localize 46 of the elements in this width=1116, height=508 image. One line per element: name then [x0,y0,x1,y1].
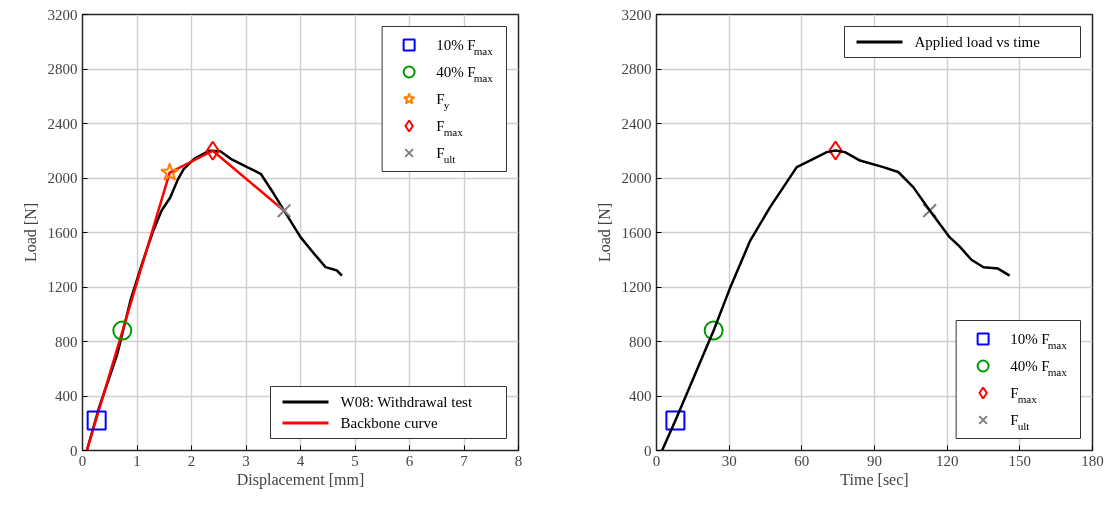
x-tick-label: 180 [1081,452,1104,469]
y-tick-label: 2400 [621,115,652,132]
y-tick-label: 400 [55,388,78,404]
point [665,410,686,431]
y-tick-label: 1200 [47,279,78,295]
point [160,162,180,181]
y-tick-label: 2800 [621,61,652,77]
point [276,203,292,219]
x-tick-label: 6 [405,452,414,469]
y-tick-label: 1200 [621,279,652,295]
x-tick-label: 2 [187,452,196,469]
x-tick-label: 1 [133,452,141,469]
x-tick-label: 4 [296,452,305,469]
y-tick-label: 2000 [621,170,652,186]
x-tick-label: 3 [242,452,250,469]
point [205,140,220,161]
point [112,320,133,341]
y-tick-label: 3200 [47,6,78,23]
y-axis-title: Load [N] [595,202,613,263]
x-axis-title: Time [sec] [840,470,909,488]
x-tick-label: 60 [794,452,810,469]
x-tick-label: 7 [460,452,469,469]
y-tick-label: 800 [55,333,78,350]
x-tick-label: 30 [721,452,737,469]
legend-label: W08: Withdrawal test [340,394,473,410]
y-tick-label: 2400 [47,115,78,132]
x-axis-title: Displacement [mm] [236,470,365,489]
x-tick-label: 120 [935,452,959,469]
y-axis-title: Load [N] [21,202,39,263]
x-tick-label: 5 [351,452,359,469]
point [703,320,724,341]
y-tick-label: 2800 [47,61,78,77]
y-tick-label: 2000 [47,170,78,186]
x-tick-label: 150 [1008,452,1032,469]
y-tick-label: 400 [629,388,652,404]
point [828,140,843,161]
legend-label: Applied load vs time [914,34,1041,50]
x-tick-label: 90 [867,452,882,469]
x-tick-label: 8 [514,452,523,469]
point [86,410,107,431]
y-tick-label: 1600 [47,224,78,241]
point [922,203,938,218]
y-tick-label: 3200 [621,6,652,23]
legend-label: Backbone curve [340,415,438,431]
y-tick-label: 1600 [621,224,652,241]
y-tick-label: 800 [629,333,652,350]
